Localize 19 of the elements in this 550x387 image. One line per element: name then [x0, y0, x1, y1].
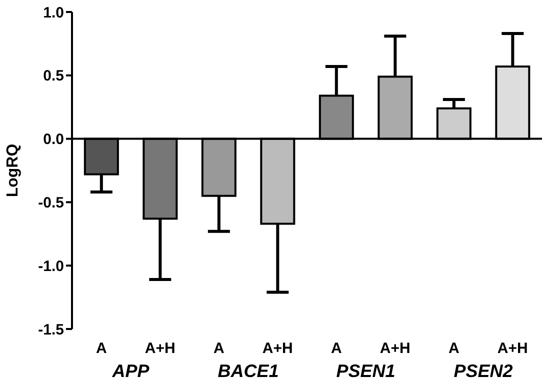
x-tick-label: A [448, 340, 460, 357]
x-tick-label: A [96, 340, 107, 357]
x-tick-label: A+H [144, 340, 176, 357]
x-tick-label: A [213, 340, 224, 357]
text: PSEN1 [336, 361, 396, 381]
y-tick-label: 0.0 [43, 131, 64, 148]
y-tick-label: 0.5 [43, 68, 64, 85]
y-tick-label: 1.0 [43, 4, 64, 22]
x-tick-label: A+H [262, 340, 293, 357]
x-tick-label: A+H [380, 340, 410, 357]
y-tick-label: -0.5 [38, 194, 64, 212]
y-tick-label: -1.5 [38, 321, 64, 338]
x-tick-label: A [330, 340, 342, 357]
text: APP [111, 361, 150, 381]
y-axis-title: LogRQ [4, 144, 22, 198]
text: PSEN2 [454, 361, 513, 381]
text: BACE1 [218, 361, 279, 381]
y-tick-label: -1.0 [38, 258, 64, 275]
x-tick-label: A+H [497, 340, 528, 357]
